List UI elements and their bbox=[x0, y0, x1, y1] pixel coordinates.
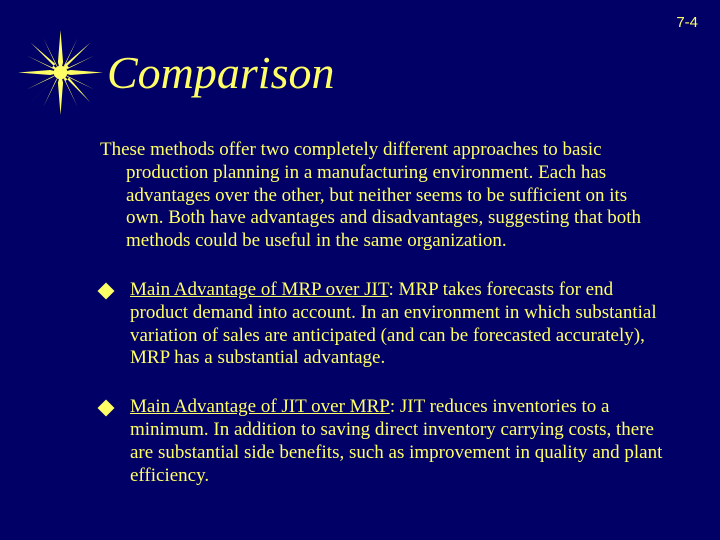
bullet-1-label: Main Advantage of MRP over JIT bbox=[130, 279, 389, 300]
diamond-bullet-icon bbox=[98, 282, 115, 299]
intro-first-line: These methods offer two completely diffe… bbox=[100, 139, 602, 160]
bullet-item-1: Main Advantage of MRP over JIT: MRP take… bbox=[100, 279, 668, 370]
slide-content: These methods offer two completely diffe… bbox=[0, 115, 720, 487]
bullet-2-text: Main Advantage of JIT over MRP: JIT redu… bbox=[130, 396, 668, 487]
intro-paragraph: These methods offer two completely diffe… bbox=[100, 139, 668, 253]
title-row: Comparison bbox=[0, 0, 720, 115]
bullet-1-text: Main Advantage of MRP over JIT: MRP take… bbox=[130, 279, 668, 370]
bullet-2-label: Main Advantage of JIT over MRP bbox=[130, 396, 390, 417]
bullet-item-2: Main Advantage of JIT over MRP: JIT redu… bbox=[100, 396, 668, 487]
intro-rest: production planning in a manufacturing e… bbox=[100, 162, 668, 253]
starburst-icon bbox=[18, 30, 103, 115]
page-number: 7-4 bbox=[676, 14, 698, 31]
slide-title: Comparison bbox=[107, 46, 334, 99]
diamond-bullet-icon bbox=[98, 400, 115, 417]
